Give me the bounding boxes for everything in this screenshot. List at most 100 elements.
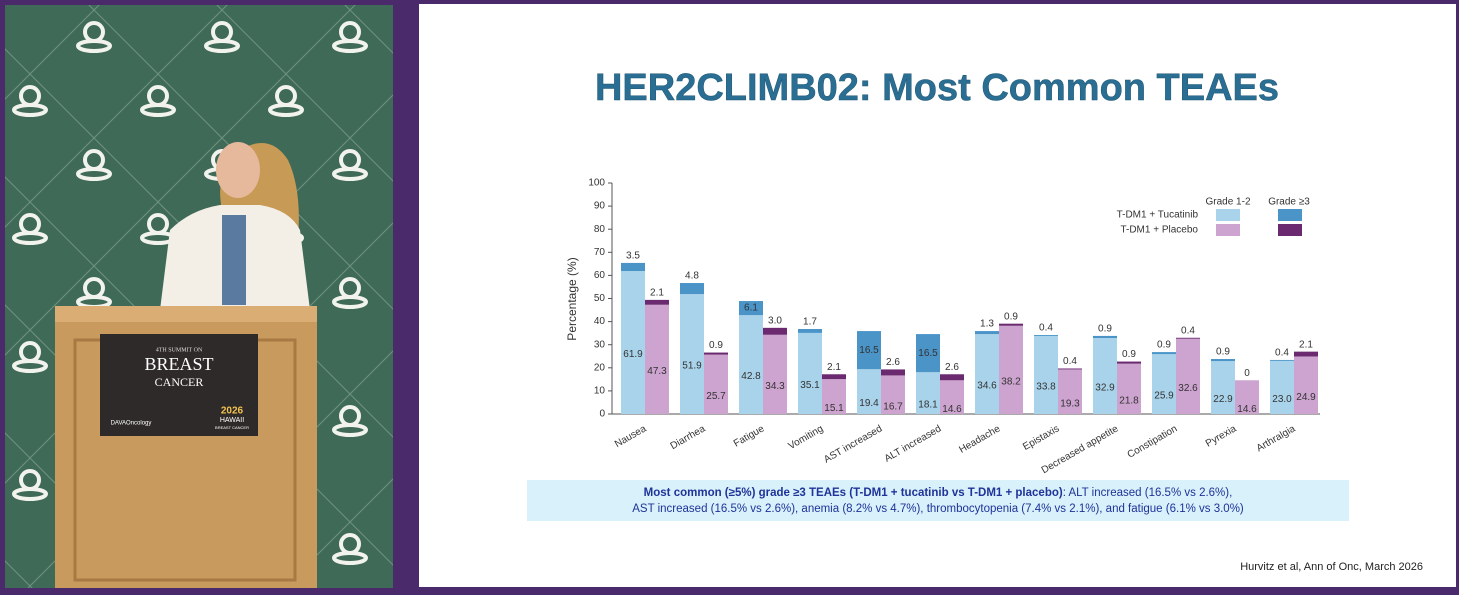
y-tick-label: 80	[594, 224, 606, 235]
sign-text: HAWAII	[220, 417, 244, 424]
chart-title: HER2CLIMB02: Most Common TEAEs	[595, 67, 1279, 109]
bar-segment	[1034, 334, 1058, 336]
bar-segment	[857, 369, 881, 414]
legend-column: Grade 1-2	[1205, 197, 1250, 208]
data-label: 0.9	[1157, 340, 1171, 351]
bar-segment	[916, 334, 940, 373]
y-tick-label: 10	[594, 386, 606, 397]
y-tick-label: 40	[594, 316, 606, 327]
bar-segment	[1294, 351, 1318, 357]
bar-segment	[1058, 368, 1082, 370]
data-label: 0	[1244, 368, 1250, 379]
data-label: 38.2	[1001, 377, 1021, 388]
bar-segment	[881, 369, 905, 376]
bar-segment	[1117, 361, 1141, 364]
data-label: 0.9	[709, 340, 723, 351]
bar-segment	[621, 262, 645, 272]
bar-segment	[704, 354, 728, 414]
legend-row: T-DM1 + Tucatinib	[1117, 210, 1199, 221]
sign-text: 2026	[221, 406, 244, 417]
bar-segment	[1211, 359, 1235, 362]
bar-segment	[621, 271, 645, 414]
bar-segment	[1034, 335, 1058, 414]
podium: 4TH SUMMIT ON BREAST CANCER DAVAOncology…	[55, 306, 317, 588]
data-label: 42.8	[741, 371, 761, 382]
data-label: 25.7	[706, 391, 726, 402]
caption: Most common (≥5%) grade ≥3 TEAEs (T-DM1 …	[644, 487, 1233, 499]
legend-swatch	[1216, 209, 1240, 221]
bar-segment	[975, 331, 999, 335]
y-tick-label: 70	[594, 247, 606, 258]
bar-segment	[739, 301, 763, 316]
data-label: 2.1	[650, 288, 664, 299]
data-label: 2.1	[827, 362, 841, 373]
bar-segment	[704, 352, 728, 355]
speaker	[160, 142, 310, 310]
caption-box	[527, 480, 1349, 521]
data-label: 0.4	[1275, 348, 1289, 359]
bar-segment	[680, 294, 704, 414]
bar-segment	[1058, 369, 1082, 414]
data-label: 0.4	[1039, 323, 1053, 334]
data-label: 25.9	[1154, 391, 1174, 402]
data-label: 16.5	[918, 348, 938, 359]
data-label: 0.4	[1181, 325, 1195, 336]
data-label: 6.1	[744, 303, 758, 314]
sign-text: 4TH SUMMIT ON	[156, 347, 203, 353]
bar-segment	[798, 332, 822, 414]
bar-segment	[1270, 360, 1294, 414]
bar-segment	[798, 328, 822, 333]
data-label: 34.3	[765, 381, 785, 392]
reference: Hurvitz et al, Ann of Onc, March 2026	[1240, 561, 1423, 573]
data-label: 18.1	[918, 400, 938, 411]
bar-segment	[680, 283, 704, 295]
bar-segment	[763, 327, 787, 335]
sign-text: CANCER	[155, 375, 204, 389]
bar-segment	[975, 334, 999, 414]
data-label: 24.9	[1296, 392, 1316, 403]
data-label: 14.6	[942, 404, 962, 415]
data-label: 16.7	[883, 401, 903, 412]
bar-segment	[1211, 361, 1235, 414]
data-label: 3.0	[768, 315, 782, 326]
data-label: 1.3	[980, 319, 994, 330]
data-label: 61.9	[623, 349, 643, 360]
bar-segment	[1152, 354, 1176, 414]
y-tick-label: 30	[594, 339, 606, 350]
data-label: 34.6	[977, 381, 997, 392]
data-label: 32.9	[1095, 383, 1115, 394]
caption-text: AST increased (16.5% vs 2.6%), anemia (8…	[632, 503, 1244, 515]
bar-segment	[1117, 363, 1141, 414]
bar-segment	[916, 372, 940, 414]
bar-segment	[1235, 380, 1259, 414]
bar-segment	[881, 375, 905, 414]
legend-column: Grade ≥3	[1268, 197, 1310, 208]
sign-text: DAVAOncology	[111, 421, 152, 427]
bar-segment	[822, 374, 846, 380]
data-label: 23.0	[1272, 394, 1292, 405]
data-label: 2.6	[886, 357, 900, 368]
sign-text: BREAST CANCER	[215, 425, 249, 430]
y-axis-label: Percentage (%)	[565, 257, 579, 340]
data-label: 47.3	[647, 366, 667, 377]
sign-text: BREAST	[144, 354, 213, 374]
data-label: 32.6	[1178, 383, 1198, 394]
data-label: 19.3	[1060, 398, 1080, 409]
bar-segment	[645, 299, 669, 305]
data-label: 0.9	[1004, 311, 1018, 322]
data-label: 14.6	[1237, 404, 1257, 415]
bar-segment	[1152, 352, 1176, 355]
bar-segment	[1093, 335, 1117, 339]
bar-segment	[1270, 359, 1294, 361]
data-label: 2.1	[1299, 339, 1313, 350]
caption-bold: Most common (≥5%) grade ≥3 TEAEs (T-DM1 …	[644, 487, 1063, 499]
data-label: 19.4	[859, 398, 879, 409]
data-label: 16.5	[859, 345, 879, 356]
legend-row: T-DM1 + Placebo	[1120, 225, 1198, 236]
bar-segment	[940, 374, 964, 381]
data-label: 22.9	[1213, 394, 1233, 405]
bar-segment	[822, 379, 846, 414]
y-tick-label: 60	[594, 270, 606, 281]
bar-segment	[1176, 337, 1200, 339]
data-label: 0.4	[1063, 356, 1077, 367]
